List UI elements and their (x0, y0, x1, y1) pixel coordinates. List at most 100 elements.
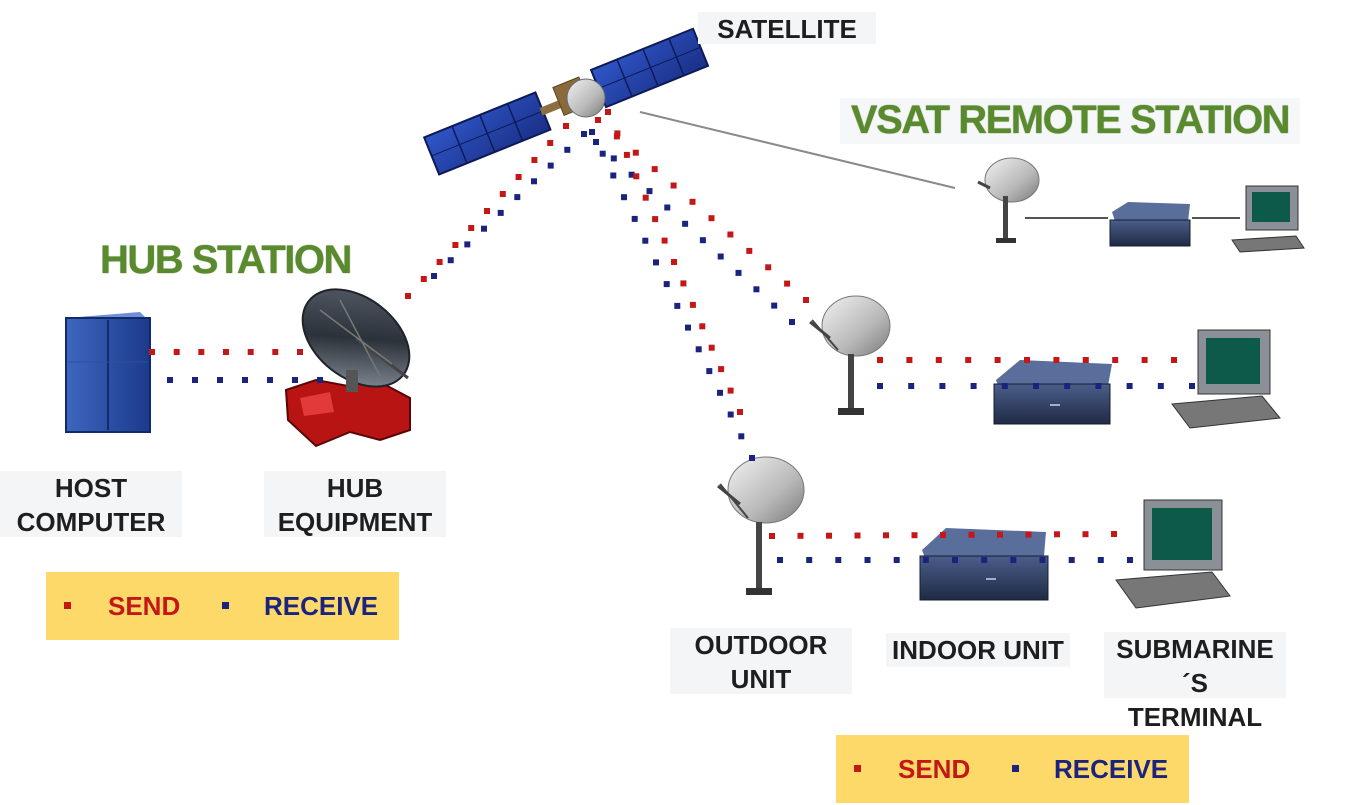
send-dot (633, 173, 640, 180)
send-dot (1112, 357, 1119, 363)
receive-dot (717, 389, 723, 396)
send-dot (1111, 531, 1117, 537)
send-dot (708, 215, 715, 222)
send-dot (765, 264, 772, 271)
receive-dot (1068, 557, 1075, 563)
send-dot (994, 357, 1001, 363)
receive-dot (431, 273, 437, 279)
receive-dot (599, 150, 606, 157)
hub-equipment-line2: EQUIPMENT (277, 507, 433, 537)
receive-dot (1095, 383, 1102, 389)
send-dot (563, 123, 569, 129)
receive-dot (581, 131, 587, 137)
send-dot (877, 357, 883, 363)
receive-dot (217, 377, 223, 383)
hub-station-text: HUB STATION (100, 238, 352, 282)
host-computer-line1: HOST (54, 473, 128, 503)
send-dot (737, 409, 743, 415)
receive-dot (621, 194, 627, 201)
terminal-icon (1231, 185, 1305, 253)
send-dot (595, 117, 601, 123)
receive-dot (589, 129, 595, 135)
receive-marker (222, 602, 229, 609)
send-dot (708, 344, 715, 351)
send-dot (468, 225, 475, 231)
send-dot (911, 532, 918, 539)
receive-dot (1127, 557, 1133, 563)
receive-dot (1157, 383, 1164, 389)
hub-station-title: HUB STATION (100, 238, 352, 282)
receive-dot (447, 257, 454, 264)
vsat-remote-station-title: VSAT REMOTE STATION (840, 98, 1300, 144)
receive-dot (699, 237, 706, 244)
receive-dot (789, 319, 795, 325)
receive-dot (753, 286, 760, 293)
receive-dot (481, 225, 487, 232)
signal-dots (149, 109, 1195, 563)
dish-antenna-icon (977, 157, 1040, 243)
receive-dot (1189, 383, 1195, 389)
send-dot (223, 349, 229, 355)
send-dot (689, 301, 696, 308)
dish-antenna-icon (809, 295, 891, 415)
receive-dot (735, 269, 742, 276)
receive-dot (1010, 557, 1017, 563)
send-dot (547, 140, 554, 146)
send-dot (515, 174, 522, 180)
send-dot (499, 191, 506, 197)
receive-dot (674, 302, 681, 309)
receive-dot (564, 146, 571, 153)
send-dot (1082, 357, 1089, 363)
send-dot (769, 533, 775, 539)
indoor-unit-text: INDOOR UNIT (892, 635, 1064, 665)
receive-dot (267, 377, 273, 383)
terminal-icon (1115, 499, 1231, 609)
dish-antenna-icon (717, 456, 805, 595)
receive-dot (706, 368, 713, 375)
send-dot (1024, 357, 1030, 363)
legend-receive-label: RECEIVE (264, 591, 379, 621)
legend-receive-label: RECEIVE (1054, 754, 1169, 784)
send-dot (940, 532, 946, 538)
send-dot (826, 532, 832, 539)
terminal-line1: SUBMARINE´S (1116, 634, 1274, 698)
send-dot (718, 366, 725, 373)
legend-send-label: SEND (108, 591, 181, 621)
terminal-label: SUBMARINE´S TERMINAL (1104, 632, 1286, 732)
send-dot (614, 130, 621, 137)
send-dot (436, 259, 443, 265)
receive-dot (981, 557, 988, 563)
receive-dot (531, 178, 537, 185)
send-dot (642, 194, 649, 201)
receive-dot (242, 377, 248, 383)
send-marker (64, 602, 71, 609)
indoor-unit-label: INDOOR UNIT (886, 633, 1070, 667)
outdoor-unit-label: OUTDOOR UNIT (670, 628, 852, 694)
hub-dish-icon (301, 288, 411, 392)
send-dot (1025, 531, 1032, 538)
indoor-unit-icon (993, 360, 1112, 425)
send-dot (968, 531, 975, 538)
hub-equipment-line1: HUB (326, 473, 384, 503)
receive-dot (317, 377, 323, 383)
receive-dot (685, 324, 691, 331)
receive-dot (1001, 383, 1008, 389)
send-dot (1171, 357, 1177, 363)
send-dot (997, 531, 1003, 538)
receive-dot (893, 557, 900, 563)
receive-marker (1012, 765, 1019, 772)
receive-dot (167, 377, 173, 383)
receive-dot (631, 215, 638, 222)
send-dot (1141, 357, 1148, 363)
host-computer-label: HOST COMPUTER (0, 471, 182, 537)
send-dot (854, 532, 861, 539)
send-marker (854, 765, 861, 772)
indoor-unit-icon (919, 528, 1049, 601)
receive-dot (292, 377, 298, 383)
receive-dot (922, 557, 929, 563)
receive-dot (664, 204, 671, 211)
legend-hub: SEND RECEIVE (46, 572, 399, 640)
send-dot (680, 280, 687, 287)
receive-dot (695, 346, 702, 353)
